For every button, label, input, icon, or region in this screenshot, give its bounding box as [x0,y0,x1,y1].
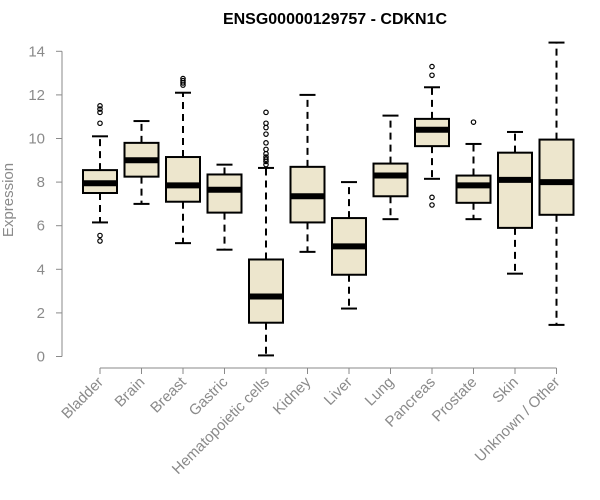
outlier-point [180,75,186,82]
outlier-point [429,63,435,70]
outlier-point [263,109,269,116]
box-breast [165,75,201,245]
iqr-box [165,156,201,203]
outlier-point [470,119,477,125]
y-axis: 0 2 4 6 8 10 12 14 [28,43,63,366]
outlier-point [263,131,269,137]
iqr-box [538,138,575,216]
boxes-group [82,41,575,357]
box-pancreas [414,63,450,208]
outlier-point [429,72,435,79]
outlier-point [429,202,435,208]
y-tick-label: 2 [37,305,45,322]
iqr-box [248,258,284,324]
outlier-point [97,238,103,244]
iqr-box [497,151,533,229]
outlier-point [263,140,269,146]
outlier-point [263,124,269,131]
outlier-point [263,120,269,127]
y-axis-label: Expression [0,163,17,237]
box-prostate [455,119,492,221]
box-unknown-other [538,41,575,326]
x-tick-label: Bladder [58,374,107,423]
y-tick-label: 8 [37,174,45,191]
y-tick-label: 4 [37,261,45,278]
x-tick-label: Breast [147,373,190,416]
outlier-point [263,154,269,160]
chart-title: ENSG00000129757 - CDKN1C [223,11,448,28]
x-tick-label: Skin [489,374,522,407]
x-tick-label: Kidney [270,373,315,418]
iqr-box [455,174,492,204]
box-lung [372,114,409,221]
x-tick-label: Prostate [429,374,481,426]
outlier-point [180,77,186,84]
outlier-point [429,194,435,201]
y-tick-label: 10 [28,131,45,148]
box-gastric [206,163,243,251]
outlier-point [97,120,103,127]
y-tick-label: 6 [37,218,45,235]
outlier-point [97,109,103,116]
y-tick-label: 0 [37,349,45,366]
outlier-point [97,232,103,239]
outlier-point [263,146,269,153]
x-tick-label: Liver [321,374,356,409]
iqr-box [372,162,409,198]
y-tick-label: 14 [28,43,45,60]
box-skin [497,130,533,275]
outlier-point [263,161,269,168]
box-brain [123,120,160,205]
outlier-point [97,106,103,112]
box-kidney [289,93,326,253]
box-liver [331,181,367,310]
x-tick-label: Brain [112,374,149,411]
outlier-point [97,103,103,109]
outlier-point [263,156,269,163]
x-tick-label: Lung [362,374,398,410]
iqr-box [206,173,243,214]
box-bladder [82,103,118,244]
box-hematopoietic-cells [248,109,284,357]
y-tick-label: 12 [28,87,45,104]
